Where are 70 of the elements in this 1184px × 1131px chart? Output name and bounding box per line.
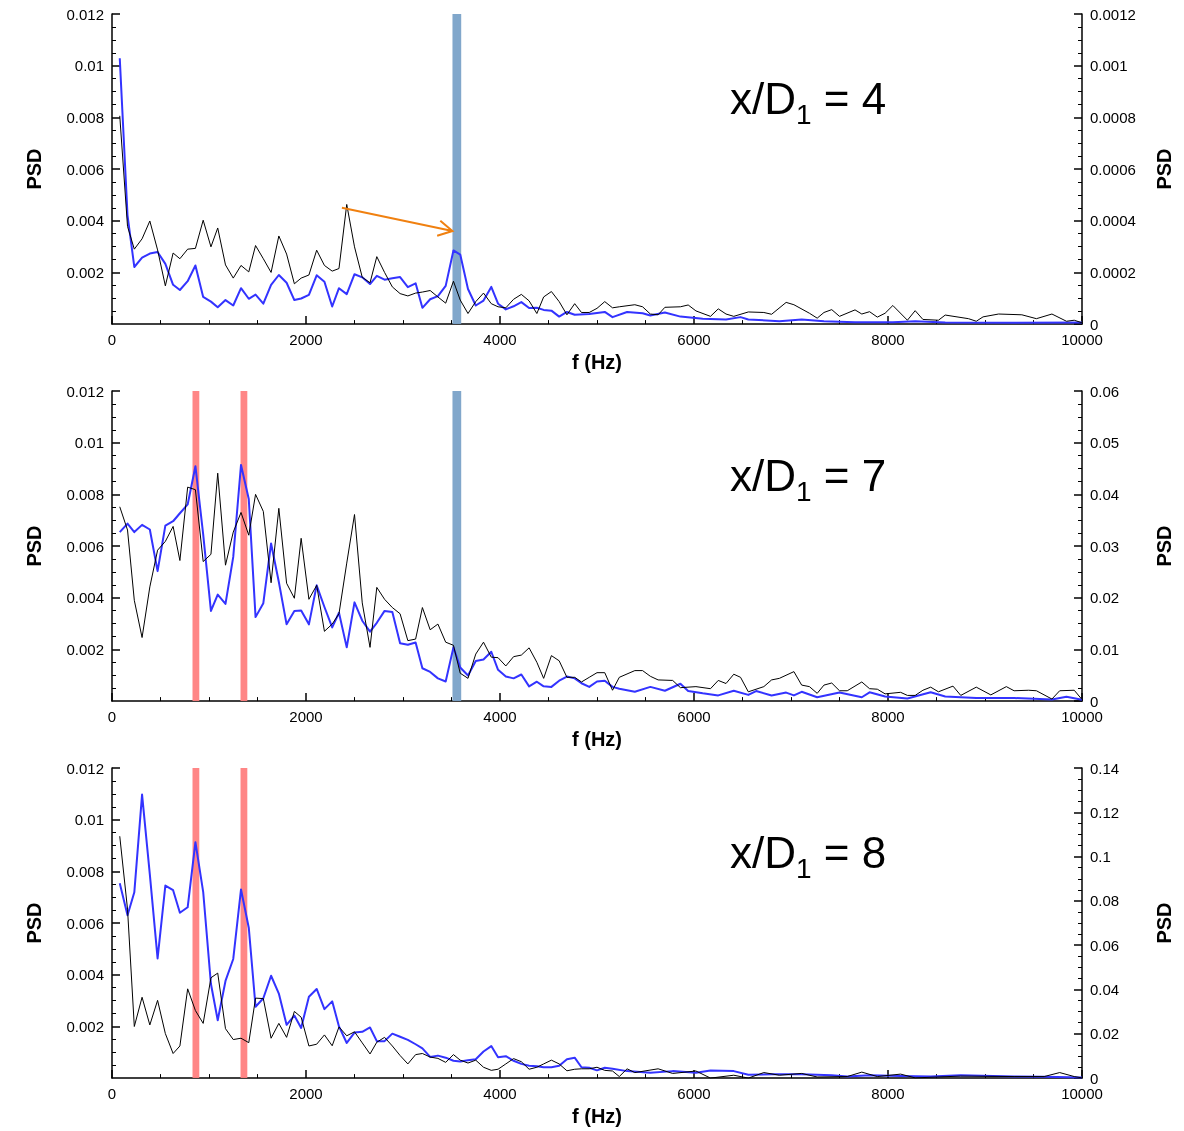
x-axis-title: f (Hz) — [572, 728, 622, 750]
x-tick-label: 4000 — [483, 1085, 517, 1103]
y2-axis-title: PSD — [1153, 902, 1175, 944]
x-tick-label: 8000 — [871, 1085, 905, 1103]
y-tick-label: 0.01 — [74, 811, 104, 829]
x-tick-label: 2000 — [289, 708, 323, 726]
x-tick-label: 6000 — [677, 331, 711, 349]
y2-tick-label: 0.0006 — [1090, 160, 1136, 178]
y-tick-label: 0.002 — [66, 263, 104, 281]
y-tick-label: 0.008 — [66, 485, 104, 503]
y-tick-label: 0.004 — [66, 966, 104, 984]
y-tick-label: 0.008 — [66, 108, 104, 126]
x-tick-label: 8000 — [871, 708, 905, 726]
y2-tick-label: 0 — [1090, 1069, 1099, 1087]
y2-tick-label: 0.05 — [1090, 434, 1120, 452]
annotation: x/D$_{1}$ = 4 — [730, 74, 887, 131]
x-tick-label: 10000 — [1061, 331, 1103, 349]
x-tick-label: 0 — [107, 1085, 117, 1103]
annotation: x/D$_{1}$ = 7 — [730, 451, 887, 508]
y2-axis-title: PSD — [1153, 148, 1175, 190]
y2-tick-label: 0.03 — [1090, 537, 1120, 555]
y-tick-label: 0.012 — [66, 382, 104, 400]
y-tick-label: 0.004 — [66, 212, 104, 230]
y2-tick-label: 0.1 — [1090, 848, 1111, 866]
x-axis-title: f (Hz) — [572, 1105, 622, 1127]
x-tick-label: 6000 — [677, 1085, 711, 1103]
x-tick-label: 0 — [107, 708, 117, 726]
x-tick-label: 4000 — [483, 331, 517, 349]
y-axis-title: PSD — [23, 148, 45, 190]
y2-axis-title: PSD — [1153, 525, 1175, 567]
x-tick-label: 10000 — [1061, 708, 1103, 726]
y2-tick-label: 0.0002 — [1090, 263, 1136, 281]
y2-tick-label: 0.08 — [1090, 892, 1120, 910]
y2-tick-label: 0.0004 — [1090, 212, 1136, 230]
y-tick-label: 0.012 — [66, 759, 104, 777]
y2-tick-label: 0.02 — [1090, 1025, 1120, 1043]
x-tick-label: 0 — [107, 331, 117, 349]
y-tick-label: 0.01 — [74, 434, 104, 452]
y-tick-label: 0.002 — [66, 640, 104, 658]
x-tick-label: 4000 — [483, 708, 517, 726]
x-tick-label: 6000 — [677, 708, 711, 726]
y-tick-label: 0.004 — [66, 589, 104, 607]
y2-tick-label: 0.12 — [1090, 803, 1120, 821]
y2-tick-label: 0.06 — [1090, 382, 1120, 400]
x-tick-label: 2000 — [289, 331, 323, 349]
y2-tick-label: 0.06 — [1090, 936, 1120, 954]
y-tick-label: 0.002 — [66, 1017, 104, 1035]
y2-tick-label: 0.0012 — [1090, 5, 1136, 23]
y-tick-label: 0.006 — [66, 160, 104, 178]
y-tick-label: 0.006 — [66, 537, 104, 555]
y-axis-title: PSD — [23, 902, 45, 944]
y-tick-label: 0.01 — [74, 57, 104, 75]
y2-tick-label: 0.04 — [1090, 981, 1120, 998]
y2-tick-label: 0.001 — [1090, 57, 1128, 75]
y2-tick-label: 0.02 — [1090, 589, 1120, 607]
y-tick-label: 0.012 — [66, 5, 104, 23]
y2-tick-label: 0 — [1090, 692, 1099, 710]
x-tick-label: 2000 — [289, 1085, 323, 1103]
x-tick-label: 10000 — [1061, 1085, 1103, 1103]
y-tick-label: 0.006 — [66, 914, 104, 932]
x-axis-title: f (Hz) — [572, 351, 622, 373]
annotation: x/D$_{1}$ = 8 — [730, 828, 887, 885]
y-tick-label: 0.008 — [66, 862, 104, 880]
y2-tick-label: 0 — [1090, 315, 1099, 333]
y2-tick-label: 0.14 — [1090, 759, 1120, 777]
y-axis-title: PSD — [23, 525, 45, 567]
x-tick-label: 8000 — [871, 331, 905, 349]
y2-tick-label: 0.01 — [1090, 640, 1120, 658]
y2-tick-label: 0.04 — [1090, 485, 1120, 503]
y2-tick-label: 0.0008 — [1090, 108, 1136, 126]
